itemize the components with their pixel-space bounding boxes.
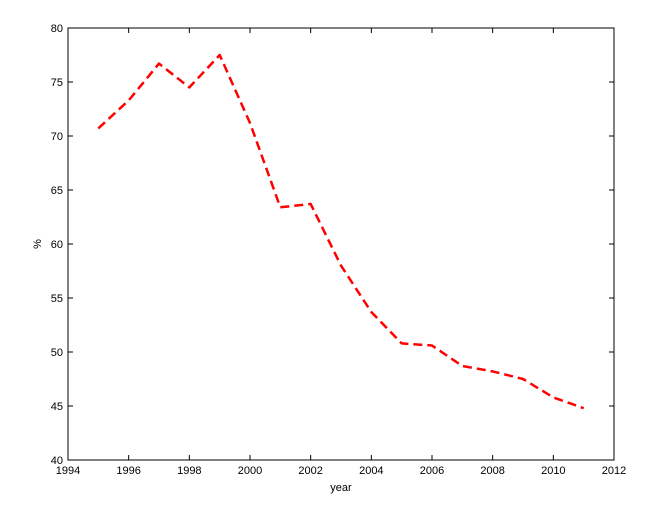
x-axis-ticks: 1994 1996 1998 2000 2002 2004 2006 2008 2010 2012: [56, 28, 626, 477]
y-tick-label: 80: [51, 23, 63, 35]
y-tick-label: 75: [51, 77, 63, 89]
y-axis-label: %: [32, 239, 44, 249]
y-tick-label: 40: [51, 455, 63, 467]
x-tick-label: 2004: [359, 465, 383, 477]
y-tick-label: 65: [51, 185, 63, 197]
y-tick-label: 50: [51, 347, 63, 359]
x-tick-label: 2012: [602, 465, 626, 477]
x-tick-label: 1994: [56, 465, 80, 477]
plot-area: [67, 27, 615, 461]
x-tick-label: 2008: [480, 465, 504, 477]
x-tick-label: 2002: [298, 465, 322, 477]
x-tick-label: 1998: [177, 465, 201, 477]
y-tick-label: 60: [51, 239, 63, 251]
series-line: [97, 53, 585, 410]
y-axis-ticks: 40 45 50 55 60 65 70 75 80: [51, 23, 614, 467]
series-group: [97, 53, 585, 410]
x-tick-label: 2010: [541, 465, 565, 477]
x-tick-label: 2000: [238, 465, 262, 477]
y-tick-label: 45: [51, 401, 63, 413]
x-tick-label: 1996: [116, 465, 140, 477]
x-axis-label: year: [330, 482, 352, 494]
y-tick-label: 55: [51, 293, 63, 305]
y-tick-label: 70: [51, 131, 63, 143]
x-tick-label: 2006: [420, 465, 444, 477]
